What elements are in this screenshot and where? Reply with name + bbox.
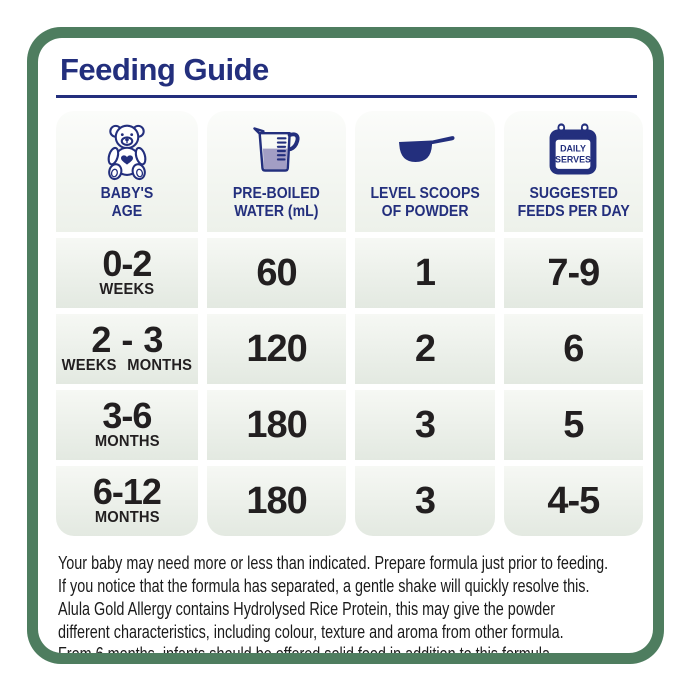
svg-text:SERVES: SERVES <box>555 154 591 164</box>
scoops-cell: 3 <box>355 466 495 536</box>
disclaimer-line: From 6 months, infants should be offered… <box>58 643 554 653</box>
disclaimer-text: Your baby may need more or less than ind… <box>56 552 643 653</box>
age-cell: 6-12 MONTHS <box>56 466 198 536</box>
age-unit: WEEKS MONTHS <box>61 357 193 375</box>
disclaimer-line: Alula Gold Allergy contains Hydrolysed R… <box>58 598 556 619</box>
svg-text:DAILY: DAILY <box>560 143 586 153</box>
column-label: BABY'S AGE <box>100 185 154 220</box>
column-header-level-scoops: LEVEL SCOOPS OF POWDER <box>355 111 495 232</box>
scoops-cell: 2 <box>355 314 495 384</box>
column-label: SUGGESTED FEEDS PER DAY <box>517 185 630 220</box>
feeds-value: 5 <box>563 403 584 446</box>
scoop-icon <box>392 119 458 183</box>
scoops-value: 2 <box>414 327 436 370</box>
feeding-table: BABY'S AGE <box>56 111 643 536</box>
calendar-icon: DAILY SERVES <box>543 119 603 183</box>
scoops-value: 3 <box>414 479 436 522</box>
card-inner-panel: Feeding Guide <box>38 38 653 653</box>
feeds-value: 7-9 <box>547 251 600 294</box>
age-value: 3-6 <box>102 394 152 436</box>
title-divider <box>56 95 638 98</box>
teddy-bear-icon <box>97 119 157 183</box>
water-value: 120 <box>246 327 307 370</box>
feeds-cell: 4-5 <box>503 466 643 536</box>
feeds-value: 6 <box>563 327 584 370</box>
age-cell: 0-2 WEEKS <box>56 238 198 308</box>
measuring-jug-icon <box>247 119 307 183</box>
disclaimer-line: If you notice that the formula has separ… <box>58 575 590 596</box>
page-title: Feeding Guide <box>60 52 269 87</box>
scoops-value: 3 <box>414 403 436 446</box>
scoops-value: 1 <box>414 251 436 294</box>
disclaimer-line: different characteristics, including col… <box>58 621 564 642</box>
scoops-cell: 3 <box>355 390 495 460</box>
feeding-guide-card: Feeding Guide <box>27 27 664 664</box>
feeds-cell: 7-9 <box>503 238 643 308</box>
water-value: 60 <box>256 251 297 294</box>
water-cell: 180 <box>206 390 347 460</box>
scoops-cell: 1 <box>355 238 495 308</box>
age-cell: 3-6 MONTHS <box>56 390 198 460</box>
water-value: 180 <box>246 479 307 522</box>
age-unit: MONTHS <box>94 509 160 527</box>
column-header-pre-boiled-water: PRE-BOILED WATER (mL) <box>206 111 347 232</box>
age-unit: WEEKS <box>99 281 155 299</box>
water-value: 180 <box>246 403 307 446</box>
water-cell: 180 <box>206 466 347 536</box>
column-label: PRE-BOILED WATER (mL) <box>233 185 320 220</box>
feeds-value: 4-5 <box>547 479 600 522</box>
column-header-suggested-feeds: DAILY SERVES SUGGESTED FEEDS PER DAY <box>503 111 643 232</box>
disclaimer-line: Your baby may need more or less than ind… <box>58 553 609 573</box>
age-cell: 2 - 3 WEEKS MONTHS <box>56 314 198 384</box>
age-value: 0-2 <box>102 242 152 284</box>
column-header-babys-age: BABY'S AGE <box>56 111 198 232</box>
age-value: 6-12 <box>92 470 162 512</box>
feeds-cell: 6 <box>503 314 643 384</box>
age-value: 2 - 3 <box>91 318 163 360</box>
water-cell: 120 <box>206 314 347 384</box>
column-label: LEVEL SCOOPS OF POWDER <box>370 185 480 220</box>
water-cell: 60 <box>206 238 347 308</box>
age-unit: MONTHS <box>94 433 160 451</box>
feeds-cell: 5 <box>503 390 643 460</box>
